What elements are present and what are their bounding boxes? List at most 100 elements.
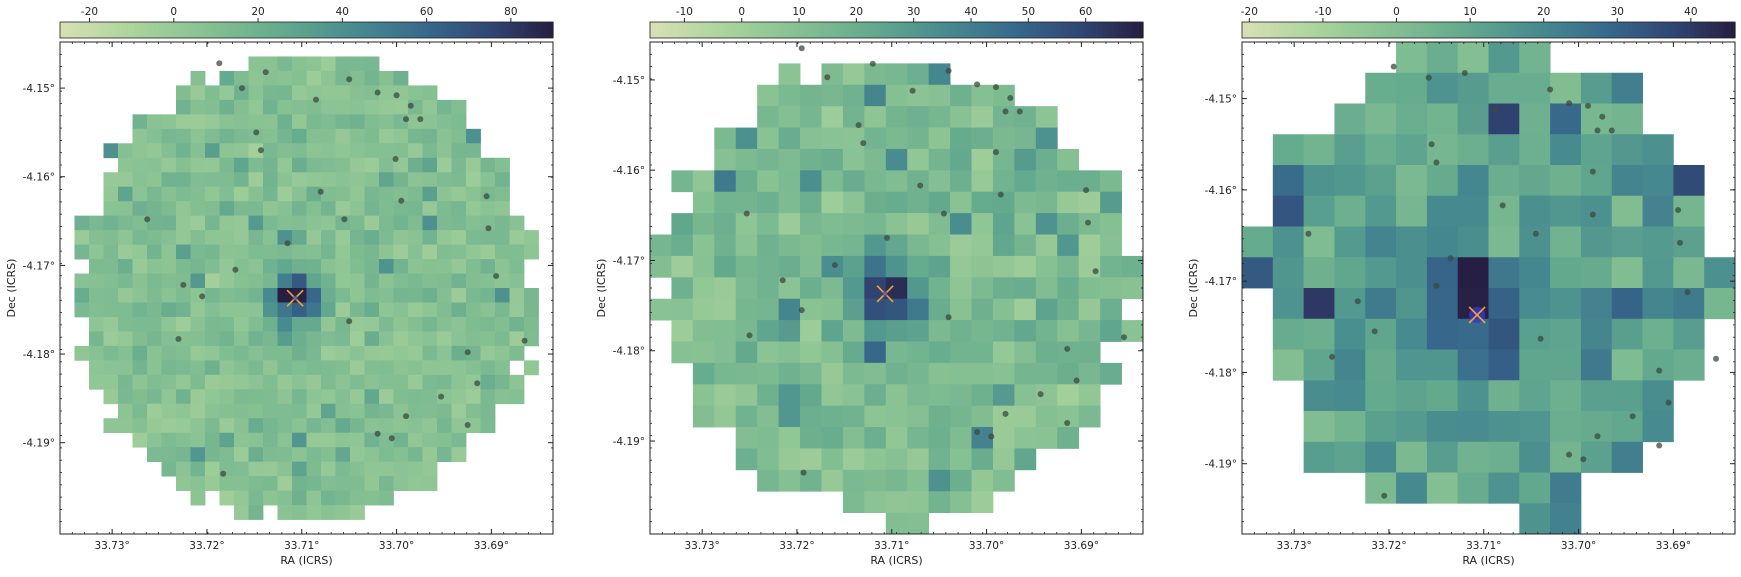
heatmap-cell (219, 70, 235, 86)
heatmap-cell (103, 374, 119, 390)
colorbar-segment (1702, 22, 1707, 38)
heatmap-cell (437, 374, 452, 390)
heatmap-cell (335, 331, 351, 347)
colorbar-segment (990, 22, 996, 38)
heatmap-cell (132, 143, 148, 159)
heatmap-cell (393, 230, 409, 245)
colorbar-segment (867, 22, 873, 38)
heatmap-cell (234, 476, 249, 491)
heatmap-cell (321, 85, 336, 101)
heatmap-cell (928, 427, 951, 449)
colorbar-segment (1656, 22, 1662, 38)
y-tick-label: -4.16° (613, 165, 645, 177)
catalog-point (474, 380, 481, 387)
heatmap-cell (480, 302, 496, 318)
heatmap-cell (1426, 165, 1459, 197)
heatmap-cell (205, 85, 220, 101)
colorbar-segment (695, 22, 700, 38)
heatmap-cell (118, 186, 133, 202)
heatmap-cell (1488, 134, 1520, 166)
heatmap-cell (161, 172, 177, 188)
colorbar-segment (1472, 22, 1477, 38)
colorbar-segment (1541, 22, 1547, 38)
heatmap-cell (205, 331, 220, 347)
heatmap-cell (132, 418, 148, 434)
heatmap-cell (495, 302, 510, 318)
colorbar-segment (1122, 22, 1128, 38)
heatmap-cell (248, 389, 264, 405)
heatmap-cell (928, 234, 951, 257)
colorbar-segment (421, 22, 427, 38)
heatmap-cell (907, 341, 930, 364)
heatmap-cell (277, 143, 293, 159)
colorbar-segment (281, 22, 287, 38)
heatmap-cell (176, 389, 191, 405)
heatmap-cell (103, 316, 119, 332)
heatmap-cell (350, 186, 365, 202)
heatmap-cell (408, 201, 423, 217)
heatmap-cell (408, 259, 423, 274)
colorbar-segment (1447, 22, 1453, 38)
heatmap-cell (306, 505, 322, 520)
heatmap-cell (1488, 165, 1520, 197)
heatmap-cell (466, 172, 481, 188)
colorbar-segment (294, 22, 299, 38)
catalog-point (1092, 268, 1099, 275)
heatmap-cell (509, 215, 525, 231)
heatmap-cell (1014, 191, 1037, 214)
heatmap-cell (1426, 349, 1459, 381)
y-tick-label: -4.18° (1205, 367, 1237, 379)
heatmap-cell (800, 148, 822, 171)
heatmap-cell (1334, 257, 1366, 289)
heatmap-cell (1519, 503, 1551, 535)
heatmap-cell (292, 505, 307, 520)
colorbar-segment (1283, 22, 1288, 38)
heatmap-cell (306, 259, 322, 274)
colorbar-segment (765, 22, 770, 38)
colorbar-segment (368, 22, 373, 38)
colorbar-segment (520, 22, 525, 38)
heatmap-cell (864, 491, 887, 514)
colorbar-segment (261, 22, 267, 38)
colorbar-segment (1254, 22, 1260, 38)
colorbar-segment (1303, 22, 1309, 38)
heatmap-cell (219, 345, 235, 361)
heatmap-cell (1014, 405, 1037, 428)
heatmap-cell (408, 288, 423, 303)
heatmap-cell (277, 259, 293, 274)
colorbar-segment (1726, 22, 1732, 38)
heatmap-cell (161, 316, 177, 332)
heatmap-cell (735, 170, 758, 193)
heatmap-cell (176, 230, 191, 245)
heatmap-cell (248, 316, 264, 332)
catalog-point (144, 216, 151, 223)
heatmap-cell (205, 389, 220, 405)
heatmap-cell (1457, 411, 1489, 443)
heatmap-cell (495, 215, 510, 231)
catalog-point (1532, 230, 1539, 237)
heatmap-cell (219, 403, 235, 419)
heatmap-cell (306, 128, 322, 144)
heatmap-cell (147, 302, 162, 318)
colorbar-segment (359, 22, 365, 38)
colorbar-segment (1246, 22, 1251, 38)
colorbar-segment (954, 22, 959, 38)
heatmap-cell (335, 432, 351, 448)
heatmap-cell (219, 374, 235, 390)
heatmap-cell (350, 215, 365, 231)
catalog-point (180, 281, 187, 288)
heatmap-cell (842, 362, 865, 385)
heatmap-cell (971, 255, 994, 278)
colorbar-segment (396, 22, 402, 38)
heatmap-cell (1426, 411, 1459, 443)
colorbar-segment (388, 22, 394, 38)
colorbar-segment (1373, 22, 1379, 38)
heatmap-cell (1580, 257, 1613, 289)
heatmap-cell (466, 273, 481, 289)
heatmap-cell (1611, 165, 1643, 197)
heatmap-cell (1519, 165, 1551, 197)
colorbar-segment (380, 22, 386, 38)
heatmap-cell (161, 447, 177, 463)
colorbar-segment (179, 22, 184, 38)
heatmap-cell (408, 360, 423, 376)
